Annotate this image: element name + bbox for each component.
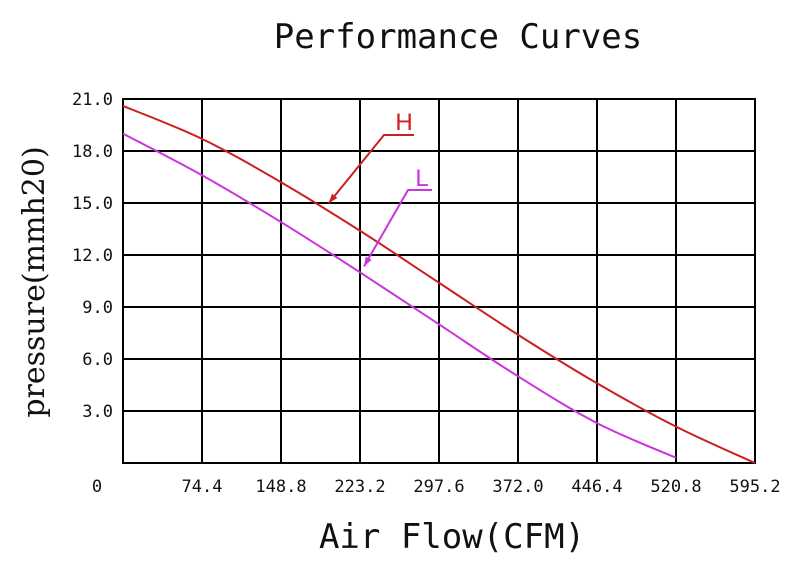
x-axis-label: Air Flow(CFM) <box>319 517 585 557</box>
series-arrowhead-l <box>364 256 372 267</box>
y-tick-label: 9.0 <box>82 298 113 318</box>
series-label-l: L <box>415 165 428 192</box>
chart-series: HL <box>122 105 756 464</box>
x-tick-label: 223.2 <box>334 477 385 497</box>
chart-grid <box>122 98 756 464</box>
y-tick-label: 18.0 <box>72 142 113 162</box>
x-tick-label: 595.2 <box>729 477 780 497</box>
x-tick-label: 446.4 <box>571 477 622 497</box>
x-axis-ticks: 0 74.4 148.8 223.2 297.6 372.0 446.4 520.8 595.2 <box>92 477 781 497</box>
x-tick-label: 0 <box>92 477 102 497</box>
y-tick-label: 3.0 <box>82 402 113 422</box>
y-tick-label: 21.0 <box>72 90 113 110</box>
y-axis-ticks: 21.0 18.0 15.0 12.0 9.0 6.0 3.0 <box>72 90 113 422</box>
y-tick-label: 15.0 <box>72 194 113 214</box>
x-tick-label: 74.4 <box>182 477 223 497</box>
y-axis-label: pressure(mmh20) <box>17 146 52 417</box>
chart-title: Performance Curves <box>274 17 642 57</box>
y-tick-label: 6.0 <box>82 350 113 370</box>
series-arrowhead-h <box>328 193 338 204</box>
y-tick-label: 12.0 <box>72 246 113 266</box>
x-tick-label: 148.8 <box>255 477 306 497</box>
series-leader-h <box>327 134 414 204</box>
x-tick-label: 297.6 <box>413 477 464 497</box>
x-tick-label: 372.0 <box>492 477 543 497</box>
series-label-h: H <box>395 109 412 136</box>
x-tick-label: 520.8 <box>650 477 701 497</box>
series-leader-l <box>363 189 432 267</box>
series-line-l <box>122 132 677 459</box>
